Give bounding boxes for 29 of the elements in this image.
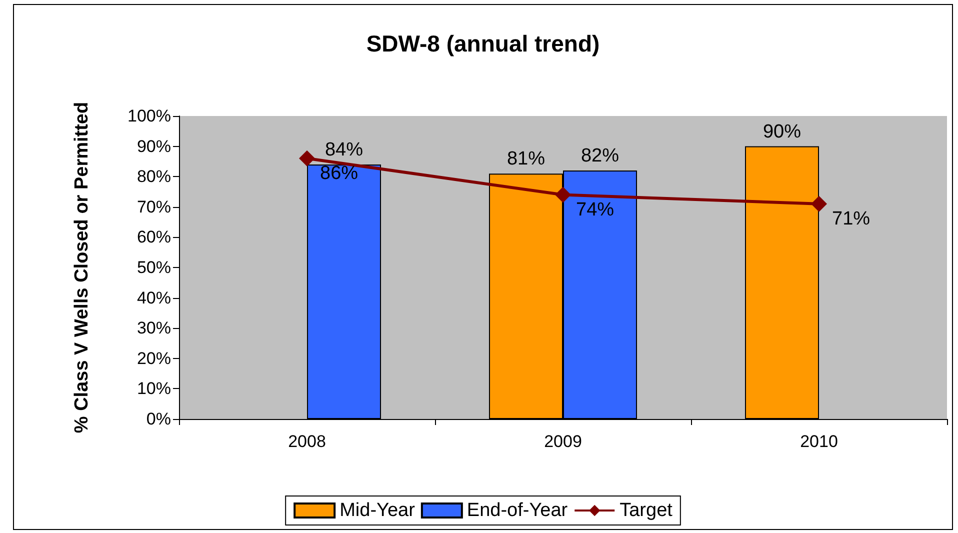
legend-label: End-of-Year xyxy=(466,500,568,521)
data-label: 82% xyxy=(580,146,620,167)
y-tick-label: 10% xyxy=(136,379,171,398)
point xyxy=(555,186,571,203)
x-tick-label: 2008 xyxy=(288,432,326,451)
y-tick-label: 80% xyxy=(136,167,171,186)
data-label: 90% xyxy=(762,121,802,142)
x-tick-label: 2009 xyxy=(544,432,582,451)
y-tick-label: 40% xyxy=(136,288,171,308)
data-label: 81% xyxy=(506,148,546,170)
data-label: 84% xyxy=(324,139,364,160)
data-label: 74% xyxy=(576,199,614,220)
y-tick-label: 50% xyxy=(136,258,171,277)
y-tick-label: 20% xyxy=(136,348,171,368)
y-tick-label: 30% xyxy=(136,318,171,338)
y-tick-label: 70% xyxy=(136,197,171,216)
point xyxy=(299,150,315,166)
y-axis-title: % Class V Wells Closed or Permitted xyxy=(72,102,92,434)
y-tick-label: 60% xyxy=(136,228,171,247)
x-tick-label: 2010 xyxy=(800,432,838,451)
point xyxy=(811,196,827,212)
y-tick-label: 0% xyxy=(146,410,171,428)
y-tick-label: 100% xyxy=(128,106,171,126)
legend-label: Mid-Year xyxy=(340,500,416,521)
data-label: 71% xyxy=(832,208,870,230)
legend-label: Target xyxy=(620,500,674,521)
chart-title: SDW-8 (annual trend) xyxy=(366,30,600,56)
y-tick-label: 90% xyxy=(136,136,171,156)
data-label: 86% xyxy=(320,162,358,184)
